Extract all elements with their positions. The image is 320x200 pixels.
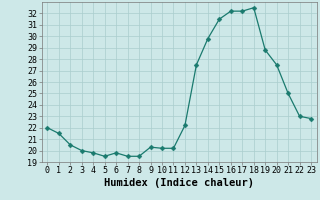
X-axis label: Humidex (Indice chaleur): Humidex (Indice chaleur)	[104, 178, 254, 188]
